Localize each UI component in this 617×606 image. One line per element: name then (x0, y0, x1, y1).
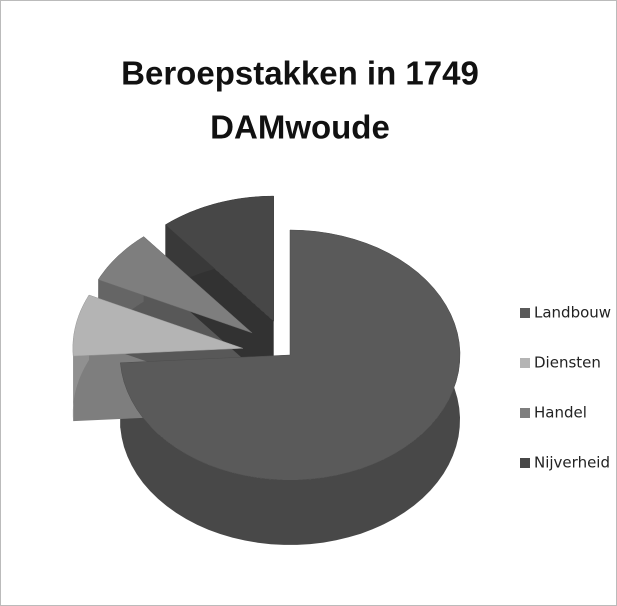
slice (120, 229, 461, 481)
legend-label: Diensten (534, 354, 601, 372)
legend-label: Landbouw (534, 304, 611, 322)
legend-label: Nijverheid (534, 454, 610, 472)
slice (97, 236, 253, 334)
legend-swatch (520, 408, 530, 418)
chart-title: DAMwoude (210, 109, 390, 146)
slice (164, 195, 274, 322)
legend-swatch (520, 458, 530, 468)
chart-title: Beroepstakken in 1749 (121, 55, 479, 92)
legend-swatch (520, 358, 530, 368)
legend-label: Handel (534, 404, 587, 422)
pie (72, 195, 461, 545)
legend-swatch (520, 308, 530, 318)
slice (72, 294, 243, 357)
legend: Landbouw Diensten Handel Nijverheid (520, 304, 611, 472)
